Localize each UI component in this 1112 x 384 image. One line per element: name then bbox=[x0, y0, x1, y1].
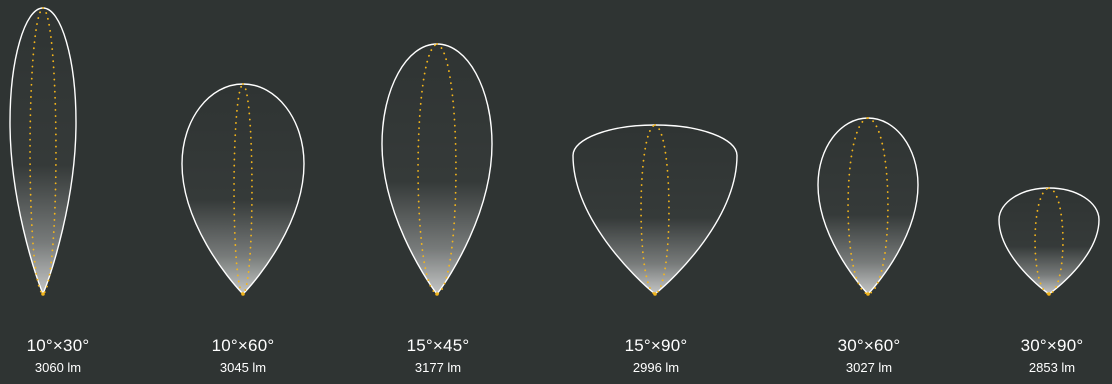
beam-origin-point bbox=[653, 292, 657, 296]
beam-outline bbox=[381, 43, 493, 296]
beam-shape bbox=[817, 117, 919, 296]
beam-lumen-label: 2996 lm bbox=[632, 360, 680, 375]
beam-angle-label: 30°×90° bbox=[1020, 336, 1084, 355]
beam-outline bbox=[572, 124, 738, 295]
caption-4: 15°×90° 2996 lm bbox=[586, 336, 726, 376]
inner-beam-dotted-outline bbox=[417, 43, 457, 295]
inner-beam-dotted-outline bbox=[640, 124, 670, 295]
caption-6: 30°×90° 2853 lm bbox=[982, 336, 1112, 376]
beam-origin-point bbox=[435, 292, 439, 296]
caption-1: 10°×30° 3060 lm bbox=[0, 336, 128, 376]
beam-origin-point bbox=[866, 292, 870, 296]
beam-outline bbox=[998, 187, 1100, 295]
beam-lumen-label: 3060 lm bbox=[34, 360, 82, 375]
beam-origin-point bbox=[1047, 292, 1051, 296]
beam-lumen-label: 3177 lm bbox=[414, 360, 462, 375]
caption-3: 15°×45° 3177 lm bbox=[368, 336, 508, 376]
caption-2: 10°×60° 3045 lm bbox=[173, 336, 313, 376]
beam-shape bbox=[181, 82, 305, 296]
beam-angle-label: 10°×60° bbox=[211, 336, 275, 355]
beam-origin-point bbox=[241, 292, 245, 296]
beam-shape bbox=[572, 124, 738, 296]
beam-outline bbox=[817, 117, 919, 296]
beam-lumen-label: 3027 lm bbox=[845, 360, 893, 375]
beam-shape bbox=[998, 187, 1100, 296]
beam-angle-label: 10°×30° bbox=[26, 336, 90, 355]
beam-angle-label: 15°×45° bbox=[406, 336, 470, 355]
beam-lumen-label: 2853 lm bbox=[1028, 360, 1076, 375]
beam-angle-label: 30°×60° bbox=[837, 336, 901, 355]
beam-lumen-label: 3045 lm bbox=[219, 360, 267, 375]
beam-shape bbox=[9, 6, 77, 296]
beam-outline bbox=[181, 83, 305, 296]
caption-5: 30°×60° 3027 lm bbox=[799, 336, 939, 376]
beam-angle-label: 15°×90° bbox=[624, 336, 688, 355]
beam-outline bbox=[9, 7, 77, 296]
beam-shape bbox=[381, 43, 493, 296]
beam-origin-point bbox=[41, 292, 45, 296]
